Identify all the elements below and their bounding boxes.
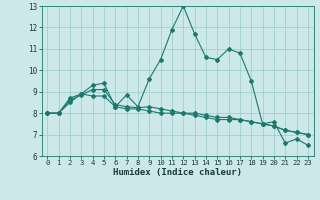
X-axis label: Humidex (Indice chaleur): Humidex (Indice chaleur) <box>113 168 242 177</box>
